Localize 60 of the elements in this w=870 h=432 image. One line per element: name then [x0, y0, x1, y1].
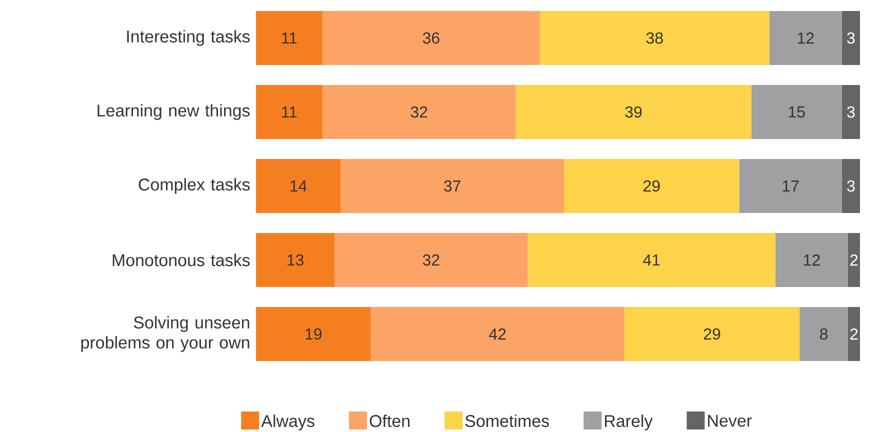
data-label: 42 [489, 328, 506, 340]
data-label: 14 [290, 180, 307, 192]
y-tick-label: Interesting tasks [127, 30, 250, 46]
data-label: 37 [444, 180, 460, 192]
data-label: 12 [804, 254, 820, 266]
bar [528, 233, 776, 288]
data-label: 11 [282, 32, 297, 44]
y-tick-label: Monotonous tasks [112, 254, 250, 266]
data-label: 13 [288, 254, 304, 266]
data-label: 3 [847, 32, 855, 44]
data-label: 32 [410, 106, 428, 118]
bar [848, 307, 860, 362]
data-label: 32 [422, 254, 440, 266]
data-label: 3 [847, 106, 855, 118]
y-tick-label: Solving unseen problems on your own [81, 316, 250, 352]
y-tick-label: Learning new things [98, 104, 250, 120]
data-label: 2 [850, 254, 858, 266]
legend-label: Often [370, 414, 410, 428]
data-label: 29 [704, 328, 720, 340]
data-label: 8 [820, 328, 828, 340]
bar [842, 11, 860, 66]
bar [842, 159, 860, 214]
bar [751, 85, 842, 140]
data-label: 39 [625, 106, 642, 118]
data-label: 12 [798, 32, 814, 44]
bar [564, 159, 740, 214]
bar [256, 307, 371, 362]
data-label: 36 [422, 32, 440, 44]
bar [775, 233, 848, 288]
bar [516, 85, 752, 140]
bar [800, 307, 848, 362]
data-label: 38 [646, 32, 663, 44]
bar [340, 159, 564, 214]
data-label: 11 [282, 106, 297, 118]
data-label: 41 [643, 254, 660, 266]
bar [739, 159, 842, 214]
bar [256, 11, 322, 66]
bar [322, 11, 540, 66]
y-tick-label: Complex tasks [138, 178, 250, 194]
bar [769, 11, 842, 66]
legend-label: Always [261, 414, 314, 430]
legend-label: Rarely [604, 414, 653, 430]
bar [624, 307, 800, 362]
data-label: 2 [850, 328, 858, 340]
bar [842, 85, 860, 140]
bar [370, 307, 624, 362]
data-label: 17 [782, 180, 799, 192]
legend-label: Sometimes [465, 414, 549, 428]
bar [848, 233, 860, 288]
data-label: 15 [788, 106, 805, 118]
bar [256, 233, 335, 288]
data-label: 3 [847, 180, 855, 192]
legend-label: Never [708, 414, 752, 427]
data-label: 19 [306, 328, 322, 340]
bar [540, 11, 770, 66]
bar [256, 85, 322, 140]
bar [256, 159, 341, 214]
data-label: 29 [644, 180, 660, 192]
bar [334, 233, 528, 288]
bar [322, 85, 516, 140]
